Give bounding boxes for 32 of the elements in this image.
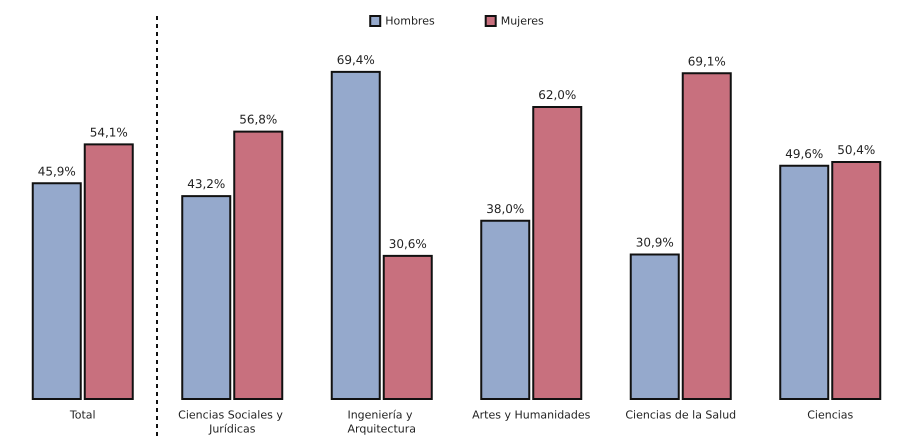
bar [233,130,284,400]
data-label: 30,6% [388,236,427,251]
x-tick-label: Ciencias [807,408,854,422]
data-label: 38,0% [486,202,524,216]
x-tick-label: Total [68,408,96,422]
data-label: 56,8% [239,112,278,127]
data-label: 30,9% [636,235,674,250]
bar [630,253,680,400]
bar [480,220,530,400]
data-label: 62,0% [538,88,576,102]
bar [181,195,232,400]
bar [682,72,732,400]
data-label: 49,6% [785,146,824,161]
bar [532,106,582,400]
data-label: 45,9% [38,164,76,178]
bar [32,182,82,400]
bar [330,70,381,400]
data-label: 43,2% [187,177,226,192]
bar [382,254,433,400]
legend-label: Hombres [385,14,435,28]
data-label: 69,1% [688,54,726,68]
data-label: 50,4% [837,142,876,157]
legend-label: Mujeres [500,14,544,28]
x-tick-label: Artes y Humanidades [472,408,591,422]
x-tick-label: Ingeniería y Arquitectura [347,408,416,436]
x-tick-label: Ciencias de la Salud [625,408,736,422]
data-label: 69,4% [336,52,375,67]
bar [84,143,134,400]
bar [779,164,830,400]
data-label: 54,1% [90,125,128,140]
bar [831,160,882,400]
x-tick-label: Ciencias Sociales y Jurídicas [178,408,286,436]
